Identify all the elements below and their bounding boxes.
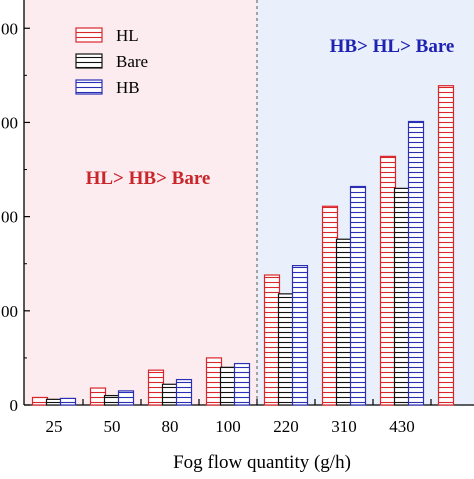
- x-tick-label: 310: [331, 417, 357, 436]
- x-tick-label: 50: [104, 417, 121, 436]
- y-tick-label: 00: [1, 208, 18, 227]
- x-tick-label: 100: [215, 417, 241, 436]
- bar-hb: [175, 378, 193, 406]
- legend-swatch-hl: [75, 27, 103, 43]
- annotations: HL> HB> Bare HB> HL> Bare: [86, 36, 455, 189]
- bar-hb: [117, 390, 135, 406]
- y-tick-label: 0: [10, 396, 19, 415]
- x-tick-label: 25: [46, 417, 63, 436]
- bar-bare: [103, 394, 121, 406]
- y-tick-label: 00: [1, 302, 18, 321]
- legend-label-bare: Bare: [116, 52, 148, 71]
- legend-label-hl: HL: [116, 26, 139, 45]
- x-tick-label: 220: [273, 417, 299, 436]
- x-tick-label: 80: [162, 417, 179, 436]
- bar-hl: [321, 205, 339, 406]
- region-annotation-right: HB> HL> Bare: [330, 36, 455, 57]
- bar-bare: [277, 293, 295, 406]
- bar-hb: [233, 362, 251, 406]
- legend: HL Bare HB: [75, 26, 148, 97]
- bars: [31, 85, 455, 406]
- region-left-bg: [24, 0, 257, 405]
- bar-hl: [89, 387, 107, 406]
- legend-swatch-bare: [75, 53, 103, 69]
- bar-hb: [349, 185, 367, 406]
- bar-hl: [31, 396, 49, 406]
- legend-label-hb: HB: [116, 78, 140, 97]
- bar-hb: [407, 120, 425, 406]
- y-tick-label: 00: [1, 19, 18, 38]
- bar-bare: [393, 187, 411, 406]
- bar-hl: [263, 274, 281, 406]
- bar-hb: [291, 265, 309, 406]
- x-tick-label: 430: [389, 417, 415, 436]
- bar-hb: [59, 397, 77, 406]
- bar-hl: [379, 155, 397, 406]
- x-axis-label: Fog flow quantity (g/h): [173, 452, 351, 473]
- bar-hl: [437, 85, 455, 406]
- bar-hl: [147, 369, 165, 406]
- bar-bare: [45, 398, 63, 406]
- bar-bare: [161, 383, 179, 406]
- bar-bare: [335, 238, 353, 406]
- bar-hl: [205, 357, 223, 406]
- legend-swatch-hb: [75, 79, 103, 95]
- bar-bare: [219, 366, 237, 406]
- region-annotation-left: HL> HB> Bare: [86, 168, 211, 189]
- y-tick-label: 00: [1, 113, 18, 132]
